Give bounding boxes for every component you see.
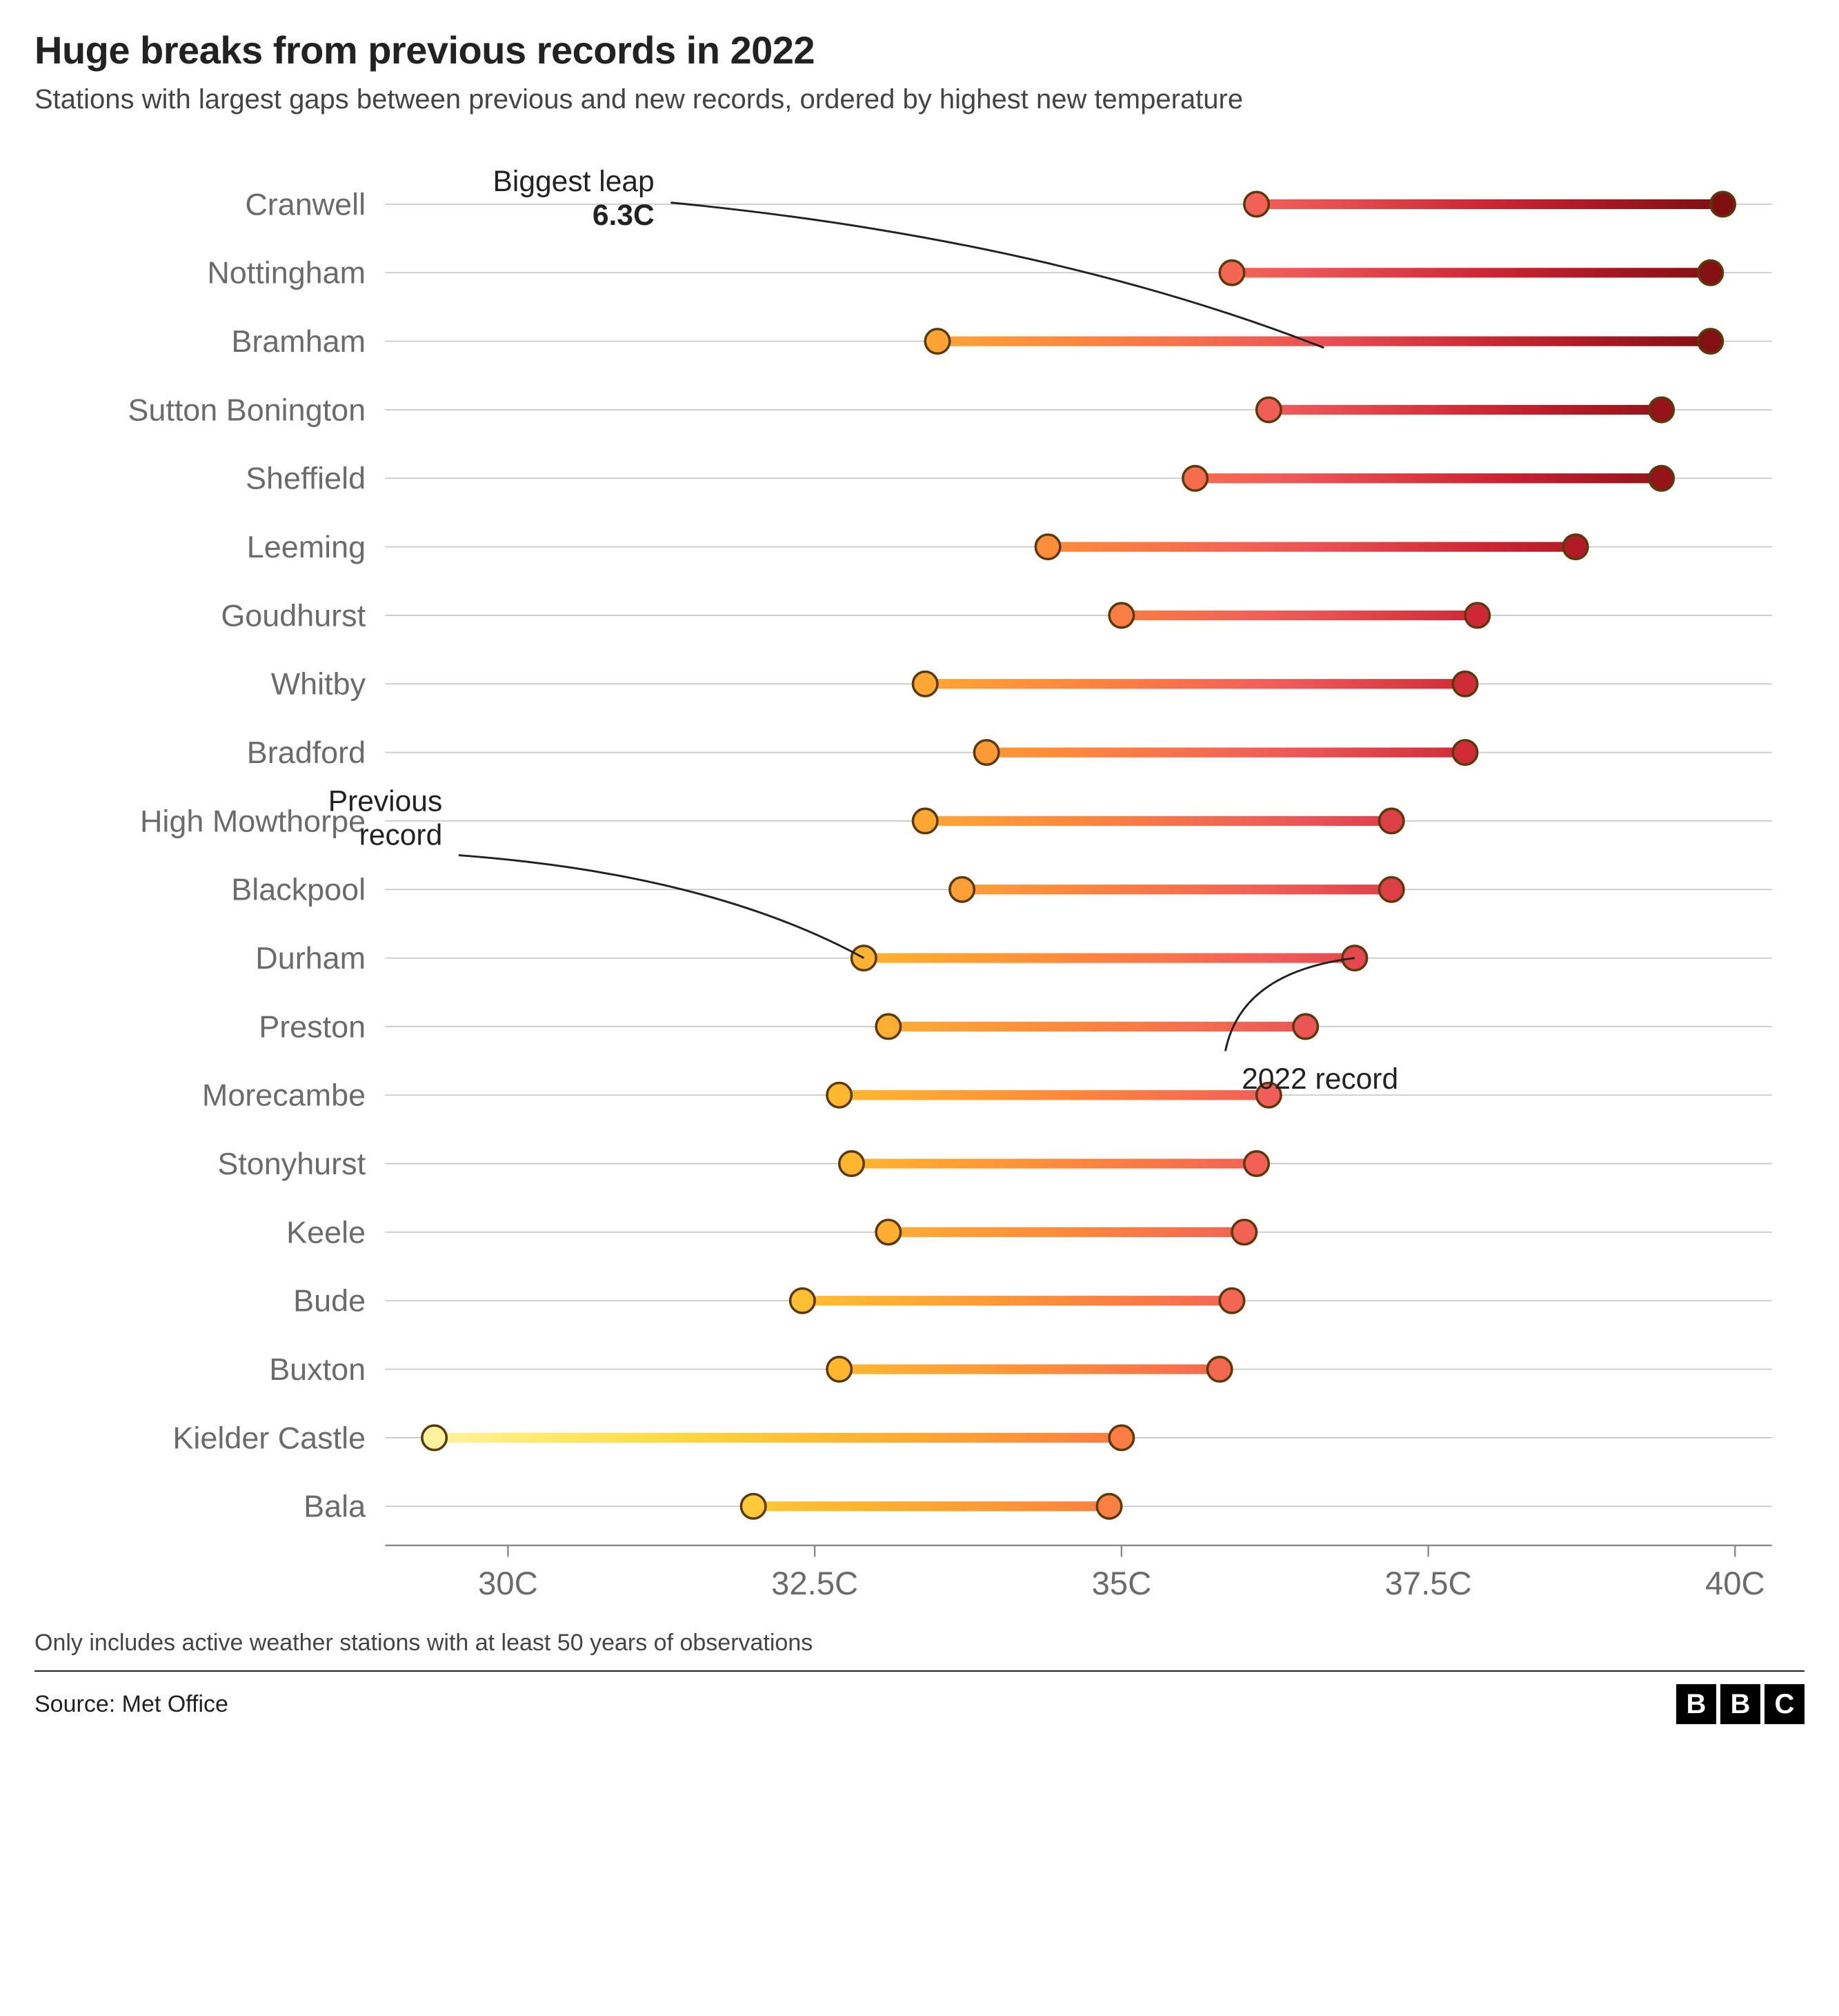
station-label: Preston: [259, 1009, 366, 1044]
new-record-dot: [1220, 1288, 1244, 1312]
station-label: Bradford: [247, 735, 366, 770]
new-record-dot: [1207, 1357, 1231, 1381]
new-record-dot: [1293, 1014, 1318, 1038]
prev-record-dot: [791, 1288, 815, 1312]
annotation-pointer: [459, 856, 864, 958]
station-label: Keele: [286, 1214, 366, 1249]
bbc-logo-letter: B: [1720, 1684, 1760, 1724]
new-record-dot: [1649, 466, 1673, 491]
source-label: Source: Met Office: [34, 1691, 228, 1718]
new-record-dot: [1698, 261, 1722, 285]
new-record-dot: [1232, 1220, 1256, 1244]
annotation-label: Biggest leap6.3C: [493, 165, 655, 232]
bbc-logo: B B C: [1676, 1684, 1805, 1724]
bbc-logo-letter: B: [1676, 1684, 1716, 1724]
station-label: Durham: [255, 940, 366, 976]
bbc-logo-letter: C: [1765, 1684, 1805, 1724]
x-tick-label: 32.5C: [771, 1565, 858, 1602]
prev-record-dot: [422, 1425, 446, 1450]
prev-record-dot: [974, 740, 998, 764]
annotation-label: 2022 record: [1242, 1063, 1398, 1096]
station-label: Stonyhurst: [217, 1146, 366, 1181]
prev-record-dot: [876, 1220, 900, 1244]
station-label: Cranwell: [245, 186, 366, 221]
prev-record-dot: [1183, 466, 1207, 491]
prev-record-dot: [827, 1357, 851, 1381]
chart-svg: 30C 32.5C 35C 37.5C 40C Cranwell Nottingham Bra…: [34, 137, 1805, 1614]
x-tick-label: 37.5C: [1385, 1565, 1472, 1602]
new-record-dot: [1453, 672, 1477, 696]
prev-record-dot: [1244, 192, 1269, 216]
station-label: Blackpool: [231, 872, 366, 907]
prev-record-dot: [839, 1152, 864, 1176]
station-label: Bala: [304, 1489, 366, 1524]
station-label: Buxton: [269, 1352, 366, 1387]
station-label: Morecambe: [202, 1078, 366, 1113]
prev-record-dot: [876, 1014, 900, 1038]
prev-record-dot: [741, 1494, 765, 1518]
new-record-dot: [1711, 192, 1735, 216]
chart-footnote: Only includes active weather stations wi…: [34, 1630, 1805, 1657]
new-record-dot: [1453, 740, 1477, 764]
x-tick-label: 35C: [1091, 1565, 1151, 1602]
x-tick-label: 40C: [1705, 1565, 1765, 1602]
prev-record-dot: [1109, 603, 1133, 627]
station-label: Nottingham: [207, 255, 366, 290]
prev-record-dot: [1220, 261, 1244, 285]
prev-record-dot: [1257, 397, 1281, 422]
station-label: Whitby: [271, 666, 366, 702]
station-label: Sutton Bonington: [128, 392, 366, 427]
new-record-dot: [1244, 1152, 1269, 1176]
station-label: Kielder Castle: [172, 1420, 366, 1455]
new-record-dot: [1379, 878, 1403, 902]
station-label: Sheffield: [246, 461, 366, 496]
x-tick-label: 30C: [478, 1565, 538, 1602]
prev-record-dot: [1035, 535, 1060, 559]
prev-record-dot: [913, 672, 937, 696]
new-record-dot: [1342, 946, 1366, 970]
prev-record-dot: [950, 878, 974, 902]
new-record-dot: [1649, 397, 1673, 422]
station-label: Bramham: [231, 324, 366, 359]
station-label: Bude: [293, 1283, 366, 1318]
annotation-pointer: [1225, 958, 1354, 1051]
new-record-dot: [1379, 809, 1403, 833]
prev-record-dot: [827, 1083, 851, 1107]
station-label: Goudhurst: [221, 597, 366, 633]
station-label: Leeming: [247, 529, 366, 564]
prev-record-dot: [925, 329, 949, 353]
prev-record-dot: [913, 809, 937, 833]
chart-subtitle: Stations with largest gaps between previ…: [34, 82, 1805, 117]
source-row: Source: Met Office B B C: [34, 1670, 1805, 1724]
new-record-dot: [1465, 603, 1489, 627]
dumbbell-chart: 30C 32.5C 35C 37.5C 40C Cranwell Nottingham Bra…: [34, 137, 1805, 1617]
new-record-dot: [1563, 535, 1587, 559]
new-record-dot: [1698, 329, 1722, 353]
new-record-dot: [1097, 1494, 1121, 1518]
new-record-dot: [1109, 1425, 1133, 1450]
chart-title: Huge breaks from previous records in 202…: [34, 28, 1805, 72]
